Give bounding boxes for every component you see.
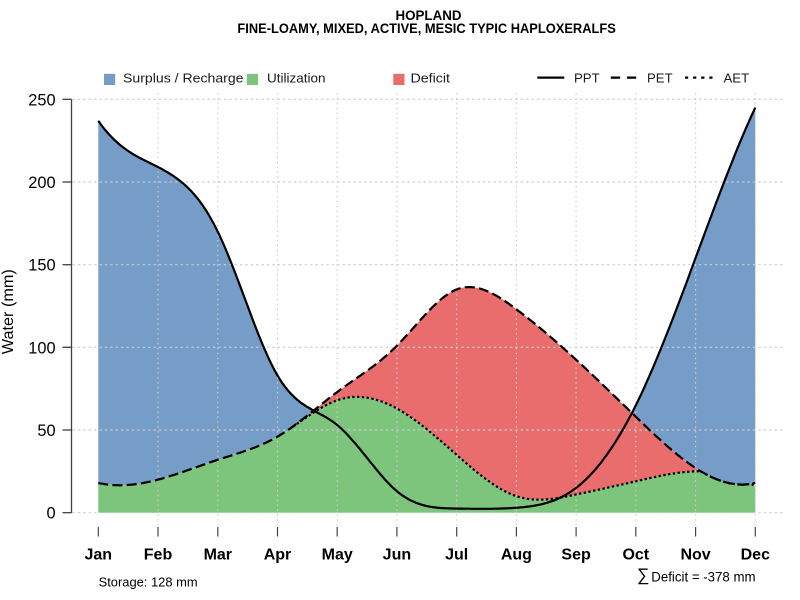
svg-text:May: May — [322, 547, 353, 564]
svg-text:0: 0 — [46, 505, 55, 523]
svg-text:Dec: Dec — [741, 547, 770, 564]
svg-text:50: 50 — [37, 422, 55, 440]
svg-text:Nov: Nov — [680, 547, 710, 564]
svg-text:Deficit = -378 mm: Deficit = -378 mm — [651, 570, 755, 585]
svg-text:250: 250 — [28, 91, 55, 109]
svg-text:Sep: Sep — [561, 547, 591, 564]
svg-text:Jul: Jul — [445, 547, 468, 564]
svg-text:Aug: Aug — [501, 547, 532, 564]
svg-text:200: 200 — [28, 174, 55, 192]
svg-text:Jan: Jan — [85, 547, 113, 564]
svg-text:150: 150 — [28, 257, 55, 275]
svg-text:Surplus / Recharge: Surplus / Recharge — [123, 70, 244, 85]
svg-text:HOPLAND: HOPLAND — [395, 7, 461, 23]
svg-text:PET: PET — [647, 70, 673, 85]
svg-text:Apr: Apr — [264, 547, 292, 564]
svg-text:Water (mm): Water (mm) — [0, 269, 17, 354]
svg-text:AET: AET — [724, 70, 750, 85]
svg-text:Deficit: Deficit — [411, 70, 451, 85]
svg-text:PPT: PPT — [574, 70, 600, 85]
svg-text:100: 100 — [28, 339, 55, 357]
svg-text:Oct: Oct — [622, 547, 649, 564]
svg-text:FINE-LOAMY, MIXED, ACTIVE, MES: FINE-LOAMY, MIXED, ACTIVE, MESIC TYPIC H… — [237, 21, 615, 36]
svg-text:Jun: Jun — [383, 547, 411, 564]
svg-text:Utilization: Utilization — [267, 70, 326, 85]
svg-text:Feb: Feb — [144, 547, 173, 564]
svg-text:Storage: 128 mm: Storage: 128 mm — [99, 574, 198, 589]
svg-text:∑: ∑ — [637, 565, 649, 585]
svg-text:Mar: Mar — [204, 547, 232, 564]
